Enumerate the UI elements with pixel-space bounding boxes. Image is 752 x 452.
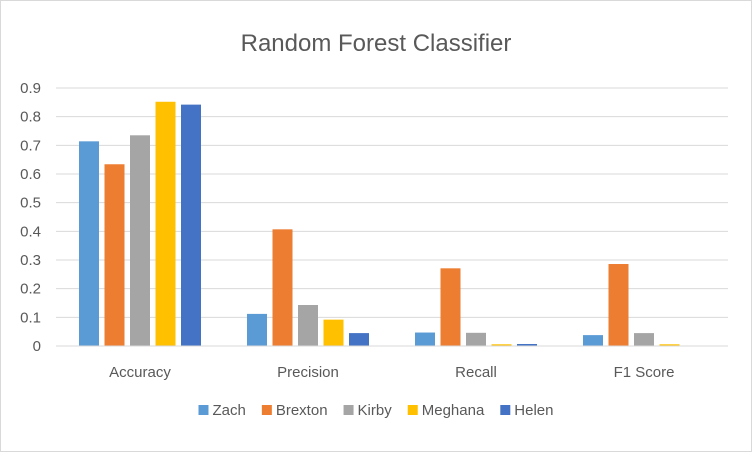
- bar-meghana-accuracy: [155, 101, 176, 346]
- legend-label: Brexton: [276, 402, 328, 419]
- legend-swatch: [198, 405, 209, 415]
- legend-item-helen: Helen: [500, 402, 554, 419]
- y-axis-ticks: 0 0.1 0.2 0.3 0.4 0.5 0.6 0.7 0.8 0.9: [20, 80, 41, 355]
- y-tick-label: 0.2: [20, 281, 41, 298]
- bar-zach-accuracy: [79, 141, 99, 346]
- legend-label: Kirby: [358, 402, 393, 419]
- y-tick-label: 0: [33, 338, 41, 355]
- legend-item-kirby: Kirby: [343, 402, 393, 419]
- y-tick-label: 0.7: [20, 137, 41, 154]
- bar-helen-accuracy: [181, 104, 201, 346]
- legend-swatch: [343, 405, 354, 415]
- y-tick-label: 0.3: [20, 252, 41, 269]
- bar-zach-precision: [247, 313, 267, 346]
- x-category-label: Recall: [455, 364, 497, 381]
- x-axis-categories: Accuracy Precision Recall F1 Score: [109, 364, 674, 381]
- bar-brexton-recall: [440, 268, 461, 346]
- x-category-label: Precision: [277, 364, 339, 381]
- legend-label: Meghana: [422, 402, 485, 419]
- bar-kirby-recall: [466, 332, 486, 346]
- chart-title: Random Forest Classifier: [241, 30, 512, 57]
- bar-helen-precision: [349, 333, 369, 346]
- x-category-label: F1 Score: [614, 364, 675, 381]
- bars: [79, 101, 680, 346]
- y-tick-label: 0.6: [20, 166, 41, 183]
- legend-item-meghana: Meghana: [407, 402, 485, 419]
- bar-meghana-precision: [323, 319, 344, 346]
- bar-meghana-recall: [491, 344, 512, 346]
- bar-kirby-precision: [298, 305, 318, 346]
- legend-swatch: [261, 405, 272, 415]
- bar-brexton-precision: [272, 229, 293, 346]
- bar-kirby-f1-score: [634, 333, 654, 346]
- legend: Zach Brexton Kirby Meghana Helen: [198, 402, 554, 419]
- bar-helen-recall: [517, 343, 537, 346]
- y-tick-label: 0.4: [20, 223, 41, 240]
- legend-item-zach: Zach: [198, 402, 246, 419]
- y-tick-label: 0.8: [20, 109, 41, 126]
- y-tick-label: 0.9: [20, 80, 41, 97]
- bar-zach-recall: [415, 332, 435, 346]
- bar-brexton-accuracy: [104, 164, 125, 346]
- bar-zach-f1-score: [583, 335, 603, 346]
- y-tick-label: 0.5: [20, 195, 41, 212]
- legend-swatch: [500, 405, 511, 415]
- x-category-label: Accuracy: [109, 364, 171, 381]
- legend-label: Helen: [514, 402, 553, 419]
- bar-brexton-f1-score: [608, 264, 629, 346]
- legend-swatch: [407, 405, 418, 415]
- bar-meghana-f1-score: [659, 344, 680, 346]
- y-tick-label: 0.1: [20, 309, 41, 326]
- legend-item-brexton: Brexton: [261, 402, 328, 419]
- legend-label: Zach: [212, 402, 245, 419]
- bar-kirby-accuracy: [130, 135, 150, 346]
